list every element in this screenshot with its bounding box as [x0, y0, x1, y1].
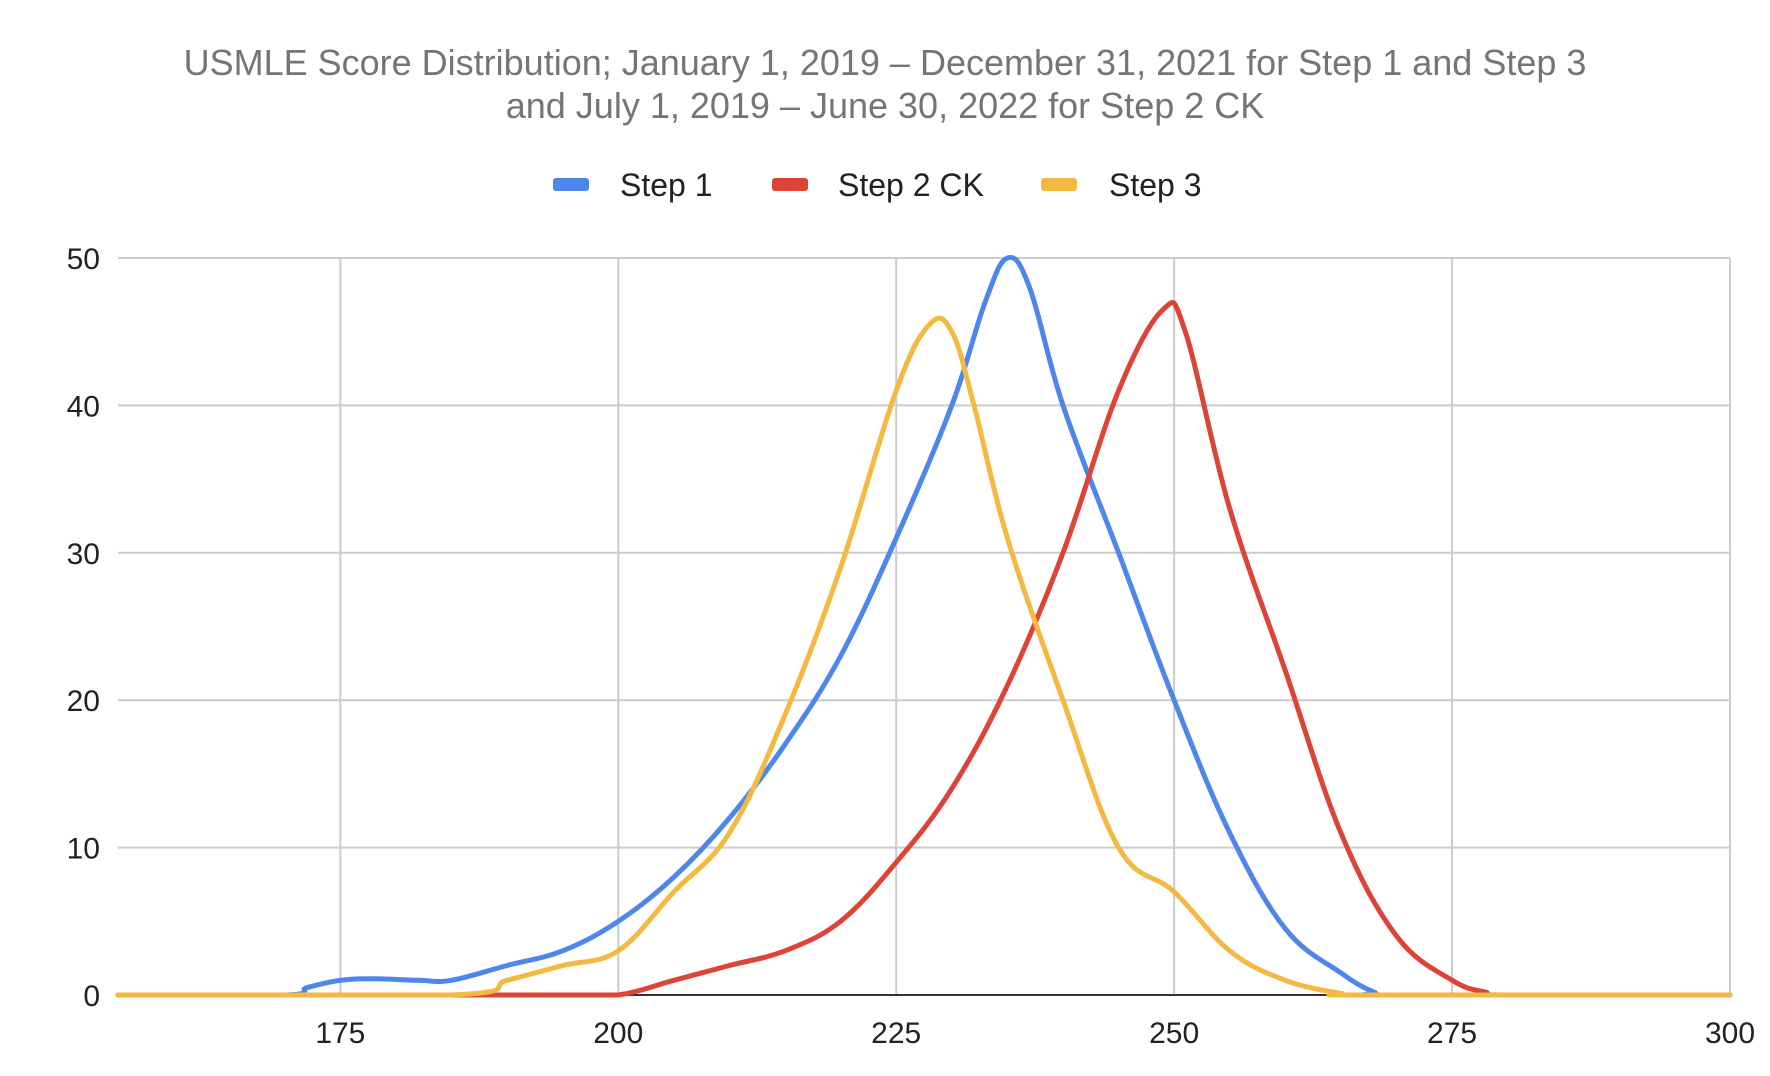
legend-label-step-3: Step 3 — [1109, 167, 1202, 203]
legend-swatch-step-1 — [553, 178, 589, 191]
chart-title-line-2: and July 1, 2019 – June 30, 2022 for Ste… — [506, 85, 1265, 126]
legend-label-step-1: Step 1 — [620, 167, 713, 203]
legend-swatch-step-3 — [1041, 178, 1077, 191]
y-tick-label: 10 — [67, 833, 100, 866]
legend: Step 1 Step 2 CK Step 3 — [553, 167, 1202, 203]
x-tick-label: 225 — [871, 1017, 921, 1050]
x-tick-label: 200 — [593, 1017, 643, 1050]
x-tick-label: 175 — [315, 1017, 365, 1050]
x-tick-label: 250 — [1149, 1017, 1199, 1050]
series-line-step-1 — [115, 254, 1733, 998]
legend-swatch-step-2-ck — [772, 178, 808, 191]
x-tick-label: 300 — [1705, 1017, 1755, 1050]
y-tick-label: 30 — [67, 538, 100, 571]
series-line-step-3 — [115, 315, 1733, 998]
series — [115, 254, 1733, 998]
x-tick-label: 275 — [1427, 1017, 1477, 1050]
grid — [118, 257, 1731, 995]
series-line-step-2-ck — [115, 299, 1733, 998]
axes: 0 10 20 30 40 50 175 200 225 250 275 300 — [67, 243, 1755, 1050]
y-tick-label: 50 — [67, 243, 100, 276]
y-tick-label: 0 — [83, 980, 100, 1013]
chart-title-line-1: USMLE Score Distribution; January 1, 201… — [184, 42, 1587, 83]
legend-label-step-2-ck: Step 2 CK — [838, 167, 984, 203]
y-tick-label: 20 — [67, 685, 100, 718]
y-tick-label: 40 — [67, 390, 100, 423]
